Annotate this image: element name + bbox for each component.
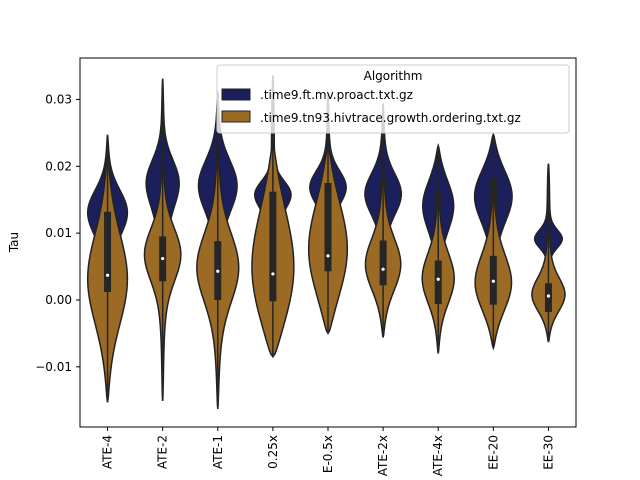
violin-median bbox=[326, 254, 330, 258]
violin-iqr-box bbox=[324, 183, 332, 272]
y-tick-label: 0.01 bbox=[45, 226, 72, 240]
violin-iqr-box bbox=[104, 211, 112, 292]
x-tick-label: EE-30 bbox=[541, 435, 555, 470]
violin-iqr-box bbox=[434, 260, 442, 304]
violin-median bbox=[381, 267, 385, 271]
legend-swatch-series-1 bbox=[221, 88, 251, 101]
violins-layer bbox=[86, 75, 566, 410]
x-tick-label: ATE-1 bbox=[211, 435, 225, 469]
violin-median bbox=[436, 277, 440, 281]
y-tick-label: 0.00 bbox=[45, 293, 72, 307]
violin-median bbox=[216, 269, 220, 273]
x-tick-label: ATE-2x bbox=[376, 435, 390, 476]
y-axis-title: Tau bbox=[7, 232, 21, 253]
y-tick-label: 0.02 bbox=[45, 159, 72, 173]
x-tick-label: EE-20 bbox=[486, 435, 500, 470]
legend-frame bbox=[216, 64, 570, 134]
legend-label-series-2: .time9.tn93.hivtrace.growth.ordering.txt… bbox=[260, 111, 521, 125]
x-tick-label: ATE-2 bbox=[156, 435, 170, 469]
legend: Algorithm .time9.ft.mv.proact.txt.gz .ti… bbox=[216, 64, 570, 134]
violin-iqr-box bbox=[269, 191, 277, 302]
legend-title: Algorithm bbox=[364, 69, 423, 83]
violin-median bbox=[546, 294, 551, 298]
violin-iqr-box bbox=[544, 283, 552, 313]
x-tick-label: E-0.5x bbox=[321, 435, 335, 473]
x-tick-label: ATE-4x bbox=[431, 435, 445, 476]
legend-swatch-series-2 bbox=[221, 110, 251, 123]
y-axis: −0.01 0.00 0.01 0.02 0.03 bbox=[35, 92, 80, 374]
y-tick-label: 0.03 bbox=[45, 92, 72, 106]
violin-median bbox=[105, 273, 110, 277]
x-tick-label: ATE-4 bbox=[101, 435, 115, 469]
y-tick-label: −0.01 bbox=[35, 360, 72, 374]
violin-median bbox=[161, 256, 165, 261]
violin-median bbox=[491, 279, 495, 283]
violin-iqr-box bbox=[379, 240, 387, 286]
legend-label-series-1: .time9.ft.mv.proact.txt.gz bbox=[260, 88, 413, 102]
violin-median bbox=[271, 272, 275, 276]
x-axis: ATE-4 ATE-2 ATE-1 0.25x E-0.5x ATE-2x ATE-4x EE… bbox=[101, 427, 555, 476]
x-tick-label: 0.25x bbox=[266, 435, 280, 469]
